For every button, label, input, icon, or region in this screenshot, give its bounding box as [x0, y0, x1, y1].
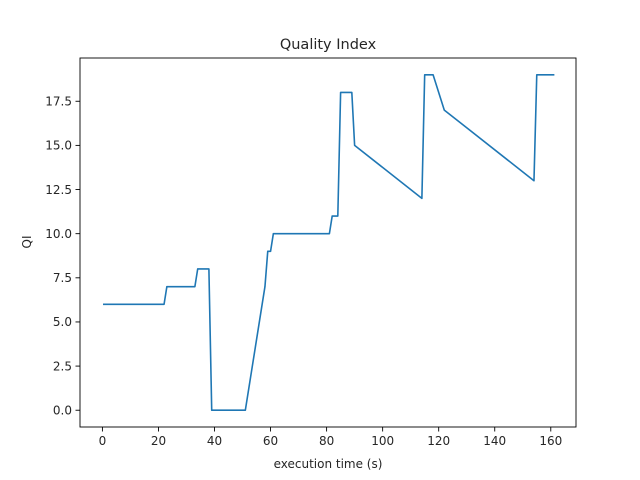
x-axis-title: execution time (s)	[274, 457, 383, 471]
x-tick-label: 140	[483, 434, 506, 448]
y-tick-label: 2.5	[53, 359, 72, 373]
y-tick-label: 7.5	[53, 271, 72, 285]
x-tick-label: 120	[427, 434, 450, 448]
x-tick-label: 100	[371, 434, 394, 448]
x-tick-label: 160	[539, 434, 562, 448]
plot-area	[79, 57, 577, 428]
y-tick-label: 0.0	[53, 404, 72, 418]
y-axis-title: QI	[20, 236, 34, 249]
x-axis-ticks: 0 20 40 60 80 100 120 140 160	[99, 427, 562, 448]
x-tick-label: 20	[151, 434, 166, 448]
y-tick-label: 12.5	[45, 183, 72, 197]
y-tick-label: 17.5	[45, 95, 72, 109]
x-tick-label: 60	[263, 434, 278, 448]
y-tick-label: 5.0	[53, 315, 72, 329]
chart-title: Quality Index	[280, 37, 377, 53]
y-axis-ticks: 0.0 2.5 5.0 7.5 10.0 12.5 15.0 17.5	[45, 95, 80, 418]
x-tick-label: 80	[319, 434, 334, 448]
x-tick-label: 40	[207, 434, 222, 448]
axes-frame	[79, 57, 577, 428]
y-tick-label: 15.0	[45, 139, 72, 153]
x-tick-label: 0	[99, 434, 107, 448]
y-tick-label: 10.0	[45, 227, 72, 241]
series-line-0	[103, 73, 555, 412]
